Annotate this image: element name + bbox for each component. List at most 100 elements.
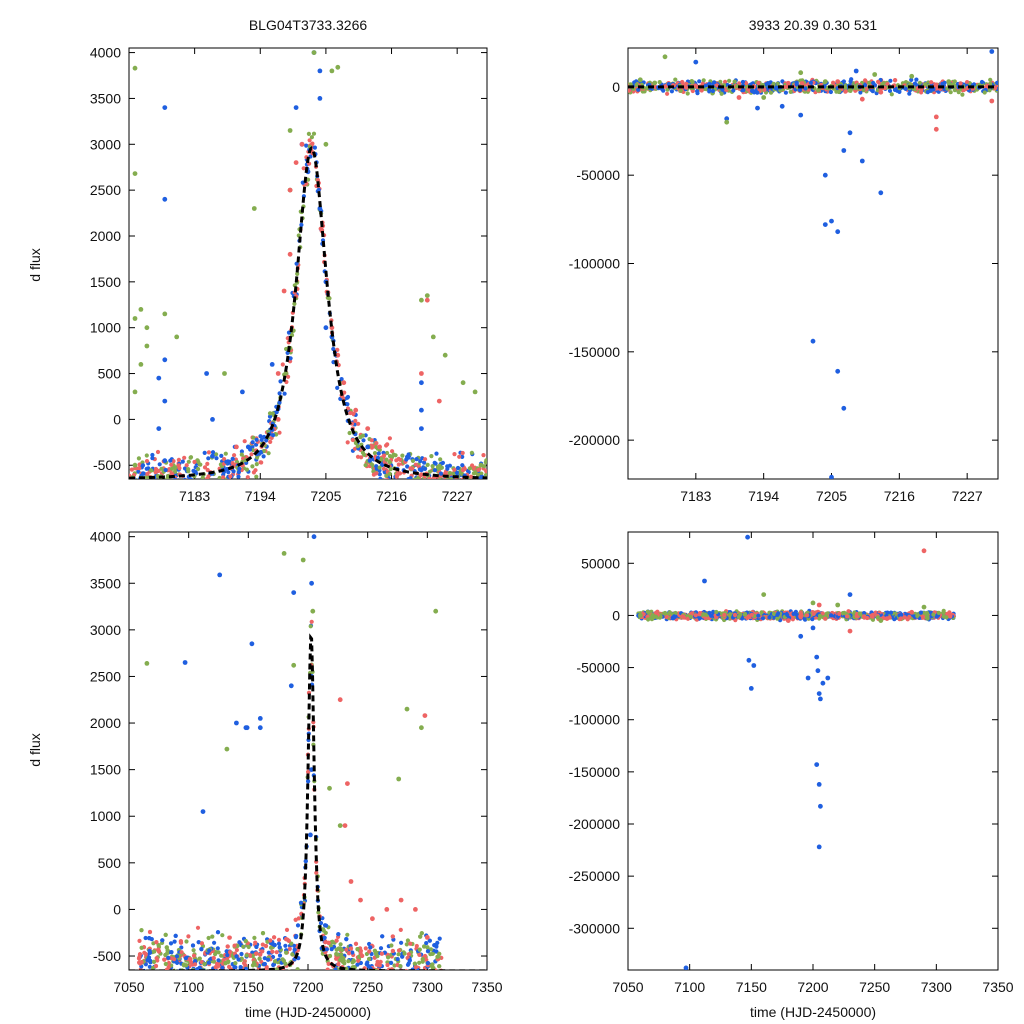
data-point bbox=[420, 959, 425, 964]
panel-top-left: -500 0 500 1000 1500 2000 2500 3000 3500 4000 7183… bbox=[90, 45, 488, 504]
data-point bbox=[355, 962, 360, 967]
data-point bbox=[867, 80, 872, 85]
data-point bbox=[347, 985, 351, 989]
data-point bbox=[434, 943, 439, 948]
data-point bbox=[232, 943, 237, 948]
point-green bbox=[650, 613, 656, 618]
data-point bbox=[336, 962, 341, 967]
point-blue bbox=[156, 375, 162, 381]
data-point bbox=[459, 481, 463, 485]
data-point bbox=[148, 972, 152, 976]
data-point bbox=[386, 955, 391, 960]
data-point bbox=[189, 480, 193, 484]
data-point bbox=[398, 927, 403, 933]
data-point bbox=[385, 962, 390, 968]
x-tick-label: 7205 bbox=[816, 488, 847, 504]
data-point bbox=[336, 932, 341, 937]
data-point bbox=[234, 479, 238, 483]
data-point bbox=[306, 177, 311, 182]
data-point bbox=[211, 974, 215, 978]
data-point bbox=[429, 454, 434, 459]
data-point bbox=[326, 976, 330, 980]
data-point bbox=[377, 963, 382, 968]
data-point bbox=[198, 462, 203, 467]
data-point bbox=[732, 79, 737, 84]
point-blue bbox=[419, 407, 424, 413]
data-point bbox=[164, 484, 168, 488]
data-point bbox=[295, 271, 300, 276]
data-point bbox=[168, 458, 173, 463]
data-point bbox=[407, 481, 411, 485]
data-point bbox=[306, 779, 311, 784]
data-point bbox=[640, 89, 645, 94]
data-point bbox=[406, 952, 411, 957]
data-point bbox=[282, 978, 286, 982]
point-green bbox=[404, 706, 410, 712]
data-point bbox=[274, 950, 279, 955]
point-blue bbox=[323, 325, 329, 331]
data-point bbox=[141, 471, 146, 476]
data-point bbox=[330, 939, 335, 945]
data-point bbox=[903, 86, 908, 91]
data-point bbox=[316, 187, 321, 192]
data-point bbox=[956, 90, 961, 95]
data-point bbox=[299, 222, 304, 227]
x-tick-label: 7227 bbox=[442, 488, 473, 504]
point-blue bbox=[243, 725, 249, 731]
point-red bbox=[287, 187, 293, 193]
data-point bbox=[162, 969, 165, 970]
point-green bbox=[335, 64, 341, 70]
data-point bbox=[129, 483, 133, 487]
data-point bbox=[652, 81, 657, 86]
title-right: 3933 20.39 0.30 531 bbox=[749, 17, 878, 33]
point-blue bbox=[835, 229, 841, 235]
y-tick-label: 3000 bbox=[90, 622, 121, 638]
data-point bbox=[199, 947, 204, 952]
data-point bbox=[412, 477, 417, 479]
data-point bbox=[649, 617, 655, 622]
data-point bbox=[223, 451, 228, 456]
data-point bbox=[283, 961, 288, 966]
data-point bbox=[158, 973, 162, 977]
data-point bbox=[918, 610, 924, 615]
data-point bbox=[424, 941, 429, 946]
point-red bbox=[422, 713, 428, 718]
data-point bbox=[329, 947, 334, 952]
point-red bbox=[275, 371, 281, 376]
data-point bbox=[714, 615, 719, 620]
data-point bbox=[898, 616, 903, 621]
point-green bbox=[662, 610, 668, 616]
point-blue bbox=[847, 130, 853, 136]
data-point bbox=[168, 975, 172, 979]
data-point bbox=[144, 466, 149, 471]
model-curve bbox=[129, 146, 487, 479]
data-point bbox=[170, 481, 174, 485]
data-point bbox=[628, 88, 632, 93]
data-point bbox=[799, 611, 804, 617]
data-point bbox=[338, 946, 343, 951]
data-point bbox=[251, 470, 256, 475]
point-green bbox=[835, 602, 841, 608]
data-point bbox=[678, 88, 683, 93]
point-green bbox=[724, 119, 730, 125]
data-point bbox=[195, 925, 201, 930]
data-point bbox=[427, 972, 431, 976]
data-point bbox=[278, 379, 283, 384]
data-point bbox=[414, 457, 419, 462]
data-point bbox=[338, 957, 343, 963]
data-point bbox=[212, 940, 217, 945]
data-point bbox=[457, 454, 462, 459]
data-point bbox=[359, 455, 364, 460]
x-tick-label: 7050 bbox=[612, 979, 643, 995]
data-point bbox=[221, 978, 225, 982]
data-point bbox=[144, 459, 150, 464]
data-point bbox=[324, 947, 329, 952]
data-point bbox=[941, 614, 947, 619]
data-point bbox=[667, 610, 673, 615]
data-point bbox=[158, 487, 162, 491]
data-point bbox=[261, 448, 266, 454]
data-point bbox=[408, 486, 412, 490]
data-point bbox=[326, 976, 330, 980]
data-point bbox=[176, 480, 180, 484]
data-point bbox=[478, 485, 482, 489]
